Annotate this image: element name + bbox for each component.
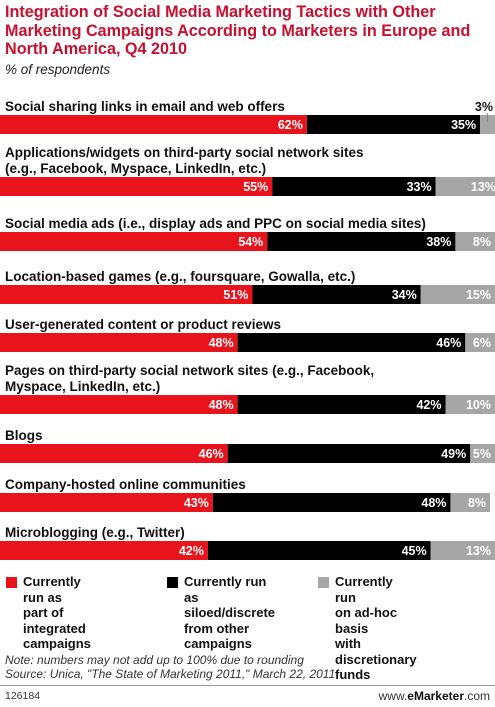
chart-id: 126184: [5, 690, 41, 702]
chart-source: Source: Unica, "The State of Marketing 2…: [5, 667, 336, 681]
bar-location-based-games-integrated: [0, 285, 253, 304]
value-label-location-based-games-integrated: 51%: [223, 288, 248, 302]
chart-title: Integration of Social Media Marketing Ta…: [5, 3, 471, 58]
legend-swatch-integrated: [6, 577, 17, 588]
category-label-microblogging: Microblogging (e.g., Twitter): [5, 525, 185, 540]
category-label-blogs: Blogs: [5, 428, 43, 443]
bar-microblogging-siloed: [207, 541, 431, 560]
value-label-blogs-siloed: 49%: [441, 447, 466, 461]
chart-legend: Currently run as part of integrated campai…: [0, 574, 495, 682]
bar-user-generated-content-siloed: [237, 333, 466, 352]
bar-company-communities-siloed: [212, 493, 451, 512]
bar-company-communities-integrated: [0, 493, 213, 512]
footer-divider: [0, 685, 495, 686]
value-label-pages-third-party-integrated: 48%: [209, 398, 234, 412]
legend-label-integrated: Currently run as part of integrated campai…: [23, 574, 91, 651]
value-label-social-media-ads-ad-hoc: 8%: [473, 235, 491, 249]
brand-url: www.eMarketer.com: [379, 689, 490, 703]
category-label-applications-widgets: Applications/widgets on third-party soci…: [5, 145, 364, 160]
bar-social-sharing-links-siloed: [306, 115, 481, 134]
bar-applications-widgets-siloed: [272, 177, 436, 196]
bar-pages-third-party-siloed: [237, 395, 446, 414]
bar-pages-third-party-ad-hoc: [445, 395, 495, 414]
brand-name: eMarketer: [407, 689, 464, 703]
bar-location-based-games-siloed: [252, 285, 421, 304]
value-label-applications-widgets-integrated: 55%: [243, 180, 268, 194]
value-label-company-communities-siloed: 48%: [421, 496, 446, 510]
value-label-company-communities-integrated: 43%: [184, 496, 209, 510]
value-label-social-sharing-links-ad-hoc: 3%: [475, 100, 493, 114]
brand-prefix: www.: [378, 689, 408, 703]
value-label-applications-widgets-ad-hoc: 13%: [471, 180, 495, 194]
bar-social-media-ads-ad-hoc: [455, 232, 495, 251]
chart-subtitle: % of respondents: [5, 62, 111, 77]
legend-label-ad-hoc: Currently run on ad-hoc basis with discret…: [335, 574, 417, 682]
value-label-company-communities-ad-hoc: 8%: [468, 496, 486, 510]
value-label-microblogging-siloed: 45%: [402, 544, 427, 558]
category-label-location-based-games: Location-based games (e.g., foursquare, …: [5, 269, 355, 284]
value-label-pages-third-party-ad-hoc: 10%: [466, 398, 491, 412]
value-label-social-media-ads-integrated: 54%: [238, 235, 263, 249]
bar-social-sharing-links-integrated: [0, 115, 307, 134]
value-label-microblogging-integrated: 42%: [179, 544, 204, 558]
bar-user-generated-content-integrated: [0, 333, 238, 352]
bar-company-communities-ad-hoc: [450, 493, 491, 512]
bar-blogs-ad-hoc: [470, 444, 495, 463]
chart-note: Note: numbers may not add up to 100% due…: [5, 653, 304, 667]
value-label-social-media-ads-siloed: 38%: [426, 235, 451, 249]
value-label-applications-widgets-siloed: 33%: [407, 180, 432, 194]
category-label-pages-third-party: Pages on third-party social network site…: [5, 363, 374, 378]
brand-suffix: .com: [463, 689, 490, 703]
value-label-user-generated-content-integrated: 48%: [209, 336, 234, 350]
category-label-social-media-ads: Social media ads (i.e., display ads and …: [5, 216, 426, 231]
bar-social-sharing-links-ad-hoc: [480, 115, 495, 134]
value-label-blogs-ad-hoc: 5%: [473, 447, 491, 461]
legend-label-siloed: Currently run as siloed/discrete from othe…: [184, 574, 276, 651]
bar-microblogging-integrated: [0, 541, 208, 560]
value-label-location-based-games-ad-hoc: 15%: [466, 288, 491, 302]
legend-swatch-siloed: [167, 577, 178, 588]
bar-location-based-games-ad-hoc: [420, 285, 495, 304]
category-label-user-generated-content: User-generated content or product review…: [5, 317, 281, 332]
bar-applications-widgets-ad-hoc: [435, 177, 495, 196]
category-label-pages-third-party: Myspace, LinkedIn, etc.): [5, 379, 160, 394]
value-label-microblogging-ad-hoc: 13%: [466, 544, 491, 558]
value-label-social-sharing-links-integrated: 62%: [278, 118, 303, 132]
value-label-user-generated-content-ad-hoc: 6%: [473, 336, 491, 350]
bar-social-media-ads-siloed: [267, 232, 456, 251]
value-label-user-generated-content-siloed: 46%: [436, 336, 461, 350]
bar-user-generated-content-ad-hoc: [465, 333, 495, 352]
category-label-social-sharing-links: Social sharing links in email and web of…: [5, 99, 285, 114]
value-label-pages-third-party-siloed: 42%: [416, 398, 441, 412]
value-label-location-based-games-siloed: 34%: [392, 288, 417, 302]
value-label-social-sharing-links-siloed: 35%: [451, 118, 476, 132]
bar-microblogging-ad-hoc: [430, 541, 495, 560]
value-label-blogs-integrated: 46%: [199, 447, 224, 461]
legend-swatch-ad-hoc: [318, 577, 329, 588]
bar-pages-third-party-integrated: [0, 395, 238, 414]
category-label-company-communities: Company-hosted online communities: [5, 477, 246, 492]
bar-social-media-ads-integrated: [0, 232, 268, 251]
bar-blogs-siloed: [227, 444, 471, 463]
bar-blogs-integrated: [0, 444, 228, 463]
bar-applications-widgets-integrated: [0, 177, 273, 196]
stacked-bar-chart: Social sharing links in email and web of…: [0, 99, 495, 560]
category-label-applications-widgets: (e.g., Facebook, Myspace, LinkedIn, etc.…: [5, 161, 266, 176]
